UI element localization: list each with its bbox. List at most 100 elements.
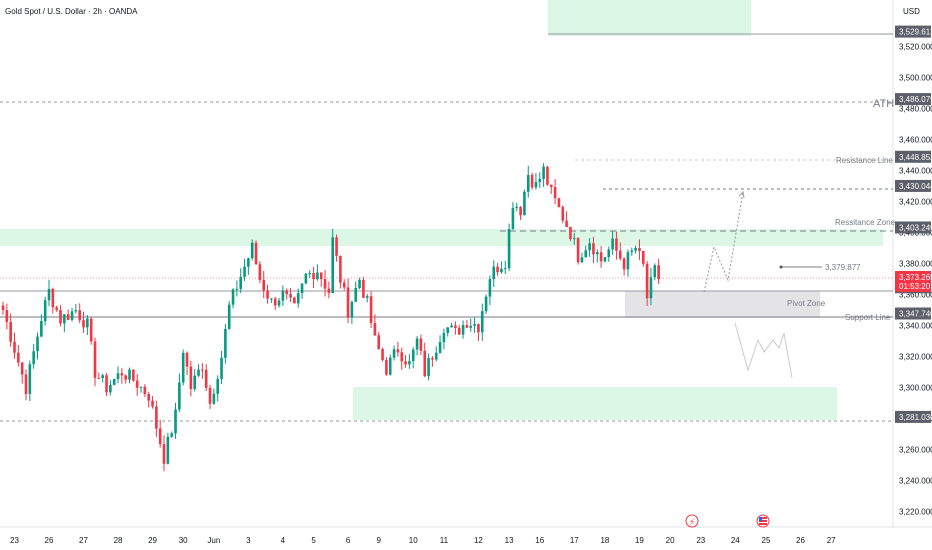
candle-body <box>392 349 396 358</box>
candle-body <box>243 266 246 277</box>
y-tick-label: 3,480.000 <box>899 105 932 114</box>
demand-zone <box>353 387 837 420</box>
x-tick-label: 12 <box>474 536 483 545</box>
x-tick-label: 26 <box>796 536 805 545</box>
top-supply-zone <box>548 0 751 36</box>
candle-body <box>500 268 503 273</box>
candle-body <box>542 166 545 180</box>
candle-body <box>281 290 285 301</box>
candle-body <box>339 255 342 283</box>
candle-body <box>224 328 227 358</box>
currency-label[interactable]: USD <box>903 7 920 16</box>
candle-body <box>576 238 580 263</box>
candle-body <box>438 342 442 353</box>
candle-body <box>247 258 250 267</box>
candle-body <box>70 311 74 320</box>
x-tick-label: 29 <box>148 536 157 545</box>
candle-body <box>630 250 634 253</box>
candle-body <box>645 263 649 299</box>
candle-body <box>32 351 35 365</box>
candle-body <box>400 352 404 362</box>
candle-body <box>354 288 358 302</box>
candle-body <box>553 187 557 199</box>
candle-body <box>189 366 193 390</box>
resistance-zone-label: Ressitance Zone <box>835 218 896 227</box>
candle-body <box>530 174 534 188</box>
x-tick-label: 26 <box>45 536 54 545</box>
candle-body <box>1 305 5 311</box>
plot-area[interactable] <box>0 0 893 527</box>
candle-body <box>204 369 208 388</box>
candle-body <box>20 362 24 375</box>
x-tick-label: 9 <box>377 536 382 545</box>
candle-body <box>174 409 177 434</box>
y-tick-label: 3,500.000 <box>899 74 932 83</box>
candle-body <box>641 251 645 264</box>
time-axis[interactable]: 23 26 27 28 29 30 Jun 3 4 5 6 9 10 11 12 13 16 17 18 19 20 23… <box>10 536 836 545</box>
candle-body <box>638 248 641 252</box>
level-label-box <box>895 410 931 423</box>
x-tick-label: 11 <box>440 536 449 545</box>
y-tick-label: 3,340.000 <box>899 322 932 331</box>
resistance-line-label: Resistance Line <box>836 156 893 165</box>
x-tick-label: 25 <box>762 536 771 545</box>
price-axis[interactable]: 3,220.0003,240.0003,260.0003,280.0003,30… <box>899 43 932 517</box>
candle-body <box>40 321 43 337</box>
earnings-event-icon[interactable]: ⚡ <box>685 514 699 528</box>
bearish-projection <box>734 322 793 379</box>
x-tick-label: 16 <box>535 536 544 545</box>
candle-body <box>611 238 614 250</box>
y-tick-label: 3,300.000 <box>899 384 932 393</box>
candle-body <box>47 288 51 301</box>
y-tick-label: 3,220.000 <box>899 508 932 517</box>
candles-layer <box>1 163 660 472</box>
candle-body <box>89 318 93 342</box>
y-tick-label: 3,360.000 <box>899 291 932 300</box>
x-tick-label: 10 <box>409 536 418 545</box>
candle-body <box>404 361 407 365</box>
candle-body <box>327 288 331 294</box>
candle-body <box>503 268 507 270</box>
us-flag-event-icon[interactable] <box>756 514 770 528</box>
support-line-label: Support Line <box>845 313 891 322</box>
candle-body <box>461 325 465 335</box>
candle-body <box>477 324 480 333</box>
candle-body <box>24 374 28 395</box>
candle-body <box>419 338 423 351</box>
candle-body <box>584 250 588 258</box>
chart-title: Gold Spot / U.S. Dollar · 2h · OANDA <box>5 7 138 16</box>
x-tick-label: 28 <box>114 536 123 545</box>
candle-body <box>63 314 66 324</box>
candle-body <box>534 182 538 188</box>
candle-body <box>626 252 630 270</box>
candle-body <box>411 349 415 362</box>
candle-body <box>273 298 277 306</box>
candle-body <box>434 352 438 360</box>
candle-body <box>212 393 216 404</box>
candle-body <box>450 325 453 328</box>
level-label-box <box>895 221 931 234</box>
pivot-zone <box>625 291 820 318</box>
x-tick-label: 24 <box>731 536 740 545</box>
x-tick-label: 6 <box>346 536 351 545</box>
candle-body <box>454 325 457 328</box>
candle-body <box>607 249 611 258</box>
candle-body <box>385 360 388 375</box>
y-tick-label: 3,460.000 <box>899 136 932 145</box>
candle-body <box>465 325 469 328</box>
ath-label: ATH <box>873 98 894 110</box>
candle-body <box>289 294 292 298</box>
candle-body <box>335 237 338 256</box>
candle-body <box>362 279 365 298</box>
candle-body <box>446 327 450 333</box>
y-tick-label: 3,440.000 <box>899 167 932 176</box>
candle-body <box>369 296 373 324</box>
candle-body <box>415 338 419 350</box>
candle-body <box>373 323 377 336</box>
candle-body <box>569 226 572 240</box>
level-label: 3,486.079 <box>899 95 932 104</box>
candle-body <box>342 282 346 288</box>
candle-body <box>496 266 499 273</box>
candle-body <box>408 361 411 365</box>
